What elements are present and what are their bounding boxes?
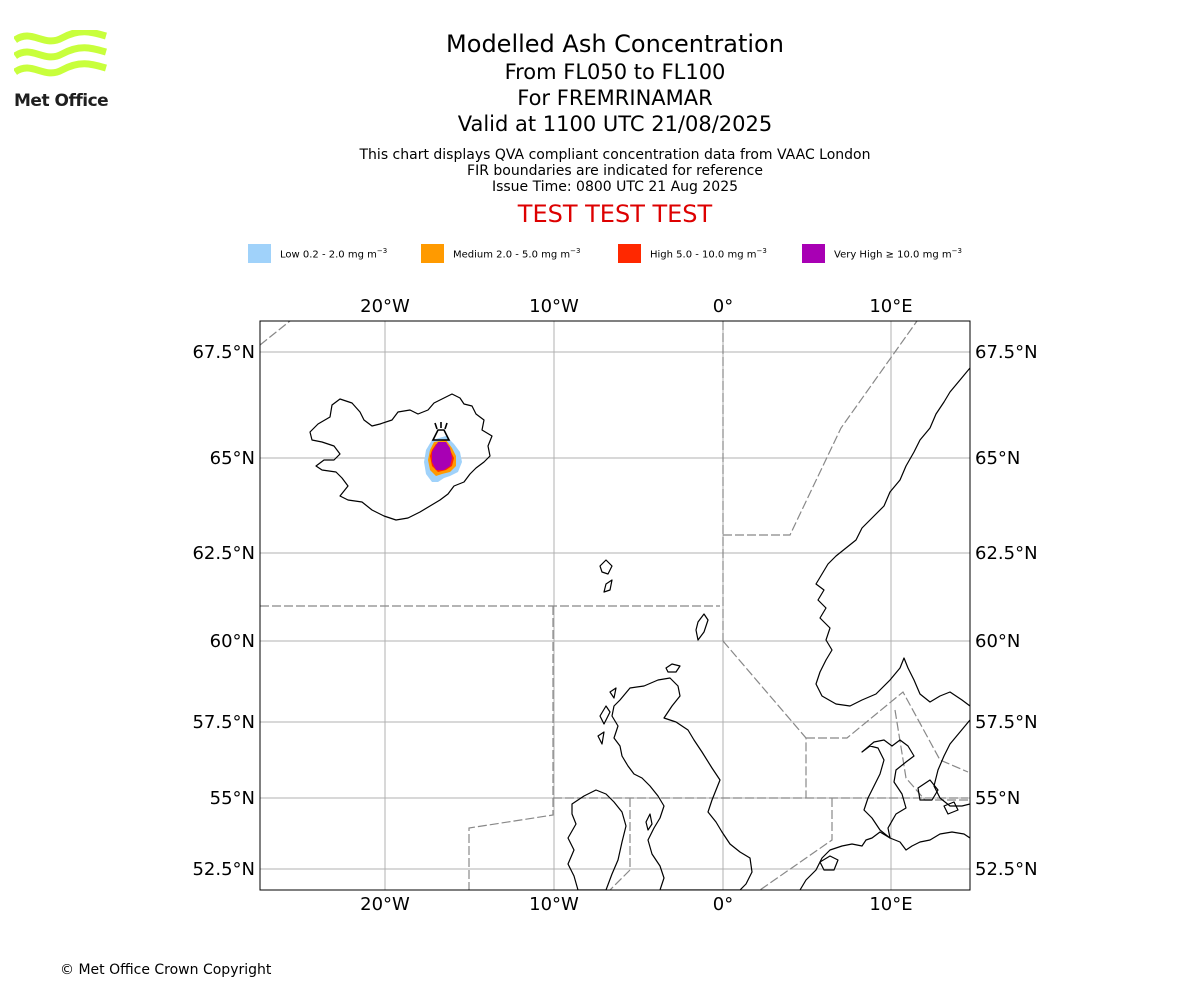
legend-swatch-low	[248, 244, 271, 263]
lat-tick-left: 62.5°N	[192, 543, 255, 564]
coastline-faroe	[599, 559, 613, 593]
lon-tick-top: 0°	[713, 296, 733, 317]
fir-boundary-shanwick	[468, 606, 554, 890]
fir-boundary-amsterdam	[759, 798, 833, 890]
issue-time: Issue Time: 0800 UTC 21 Aug 2025	[491, 179, 739, 195]
legend-label-low: Low 0.2 - 2.0 mg m−3	[280, 247, 388, 261]
fir-boundary-norway	[723, 321, 918, 536]
logo-wave-icon	[14, 30, 107, 77]
lat-tick-left: 52.5°N	[192, 859, 255, 880]
coastline-sweden-west	[933, 719, 970, 807]
legend-swatch-high	[618, 244, 641, 263]
volcano-icon	[431, 422, 451, 441]
legend-swatch-medium	[421, 244, 444, 263]
coastline-great-britain	[611, 677, 753, 890]
volcano-name: For FREMRINAMAR	[517, 86, 713, 110]
coastline-shetland	[695, 613, 709, 641]
chart-title: Modelled Ash Concentration	[446, 30, 784, 58]
ash-very-high-contour	[432, 442, 452, 470]
fir-boundary-greenland	[260, 321, 291, 346]
valid-time: Valid at 1100 UTC 21/08/2025	[457, 112, 773, 136]
fir-boundary-irish-sea	[609, 798, 631, 890]
lon-tick-top: 10°E	[869, 296, 912, 317]
map-frame	[259, 320, 971, 891]
lat-tick-right: 55°N	[975, 788, 1020, 809]
lat-tick-left: 57.5°N	[192, 712, 255, 733]
met-office-logo: Met Office	[14, 30, 109, 112]
lon-tick-top: 20°W	[360, 296, 410, 317]
test-banner: TEST TEST TEST	[517, 200, 713, 228]
legend-label-medium: Medium 2.0 - 5.0 mg m−3	[453, 247, 581, 261]
legend-swatch-very-high	[802, 244, 825, 263]
lon-tick-bottom: 20°W	[360, 894, 410, 915]
coastline-ijsselmeer	[819, 855, 839, 871]
lat-tick-left: 55°N	[210, 788, 255, 809]
lon-tick-bottom: 10°W	[529, 894, 579, 915]
lat-tick-left: 60°N	[210, 631, 255, 652]
lat-tick-right: 60°N	[975, 631, 1020, 652]
legend-label-high: High 5.0 - 10.0 mg m−3	[650, 247, 767, 261]
qva-note: This chart displays QVA compliant concen…	[359, 147, 871, 163]
ash-cloud	[424, 436, 462, 482]
coastline-danish-islands	[917, 779, 959, 815]
logo-text: Met Office	[14, 91, 109, 111]
fir-boundary-north-sea	[722, 640, 807, 798]
axis-tick-labels: 20°W 10°W 0° 10°E 20°W 10°W 0° 10°E 67.5…	[192, 296, 1037, 915]
lat-tick-right: 62.5°N	[975, 543, 1038, 564]
fir-boundary-baltic	[894, 709, 968, 801]
legend-label-very-high: Very High ≥ 10.0 mg m−3	[834, 247, 962, 261]
coastline-hebrides	[597, 687, 617, 745]
coastlines	[309, 367, 970, 890]
fir-boundaries	[260, 321, 969, 890]
coastline-denmark	[861, 739, 915, 839]
coastline-norway	[815, 367, 970, 707]
lat-tick-right: 57.5°N	[975, 712, 1038, 733]
coastline-ireland	[567, 789, 627, 890]
fir-note: FIR boundaries are indicated for referen…	[467, 163, 763, 179]
copyright-notice: © Met Office Crown Copyright	[60, 962, 272, 978]
chart-header: Modelled Ash Concentration From FL050 to…	[315, 30, 915, 229]
lat-tick-left: 67.5°N	[192, 342, 255, 363]
lat-tick-left: 65°N	[210, 448, 255, 469]
flight-level-range: From FL050 to FL100	[504, 60, 726, 84]
coastline-isle-of-man	[645, 813, 653, 831]
lat-tick-right: 67.5°N	[975, 342, 1038, 363]
lon-tick-bottom: 0°	[713, 894, 733, 915]
lat-tick-right: 52.5°N	[975, 859, 1038, 880]
legend: Low 0.2 - 2.0 mg m−3 Medium 2.0 - 5.0 mg…	[0, 244, 1200, 264]
coastline-north-germany-netherlands	[799, 831, 970, 890]
lat-tick-right: 65°N	[975, 448, 1020, 469]
fir-boundary-denmark	[806, 691, 969, 773]
coastline-iceland	[309, 393, 493, 521]
lon-tick-top: 10°W	[529, 296, 579, 317]
lon-tick-bottom: 10°E	[869, 894, 912, 915]
coastline-orkney	[665, 663, 681, 673]
